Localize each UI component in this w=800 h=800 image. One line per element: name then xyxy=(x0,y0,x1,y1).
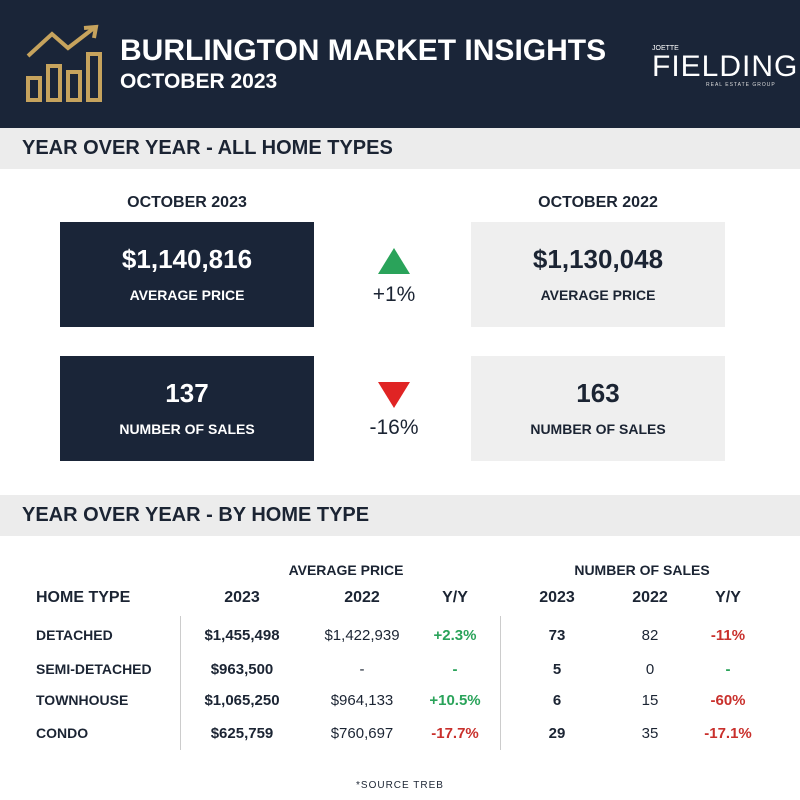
stat-label: AVERAGE PRICE xyxy=(540,287,656,303)
logo-text: REAL ESTATE GROUP xyxy=(706,82,776,88)
logo-text: FIELDING xyxy=(652,50,799,83)
table-cell: -11% xyxy=(710,627,746,644)
table-cell: $964,133 xyxy=(330,692,394,709)
table-cell: $1,422,939 xyxy=(324,627,400,644)
row-label: CONDO xyxy=(36,725,89,741)
row-label: SEMI-DETACHED xyxy=(36,661,152,677)
period-label: OCTOBER 2023 xyxy=(127,194,247,211)
column-header: 2023 xyxy=(539,589,575,606)
divider xyxy=(180,616,181,750)
table-cell: -17.1% xyxy=(704,725,752,742)
column-header: Y/Y xyxy=(442,589,468,606)
column-header: Y/Y xyxy=(715,589,741,606)
table-cell: $625,759 xyxy=(210,725,274,742)
table-cell: 29 xyxy=(548,725,566,742)
table-cell: - xyxy=(359,661,365,678)
stat-value: 137 xyxy=(165,378,209,408)
group-header: NUMBER OF SALES xyxy=(574,562,710,578)
table-cell: +10.5% xyxy=(429,692,481,709)
table-cell: $760,697 xyxy=(330,725,394,742)
down-arrow xyxy=(378,382,410,408)
table-cell: 35 xyxy=(641,725,659,742)
stat-label: AVERAGE PRICE xyxy=(129,287,245,303)
logo-icon xyxy=(26,24,102,102)
section-bar: YEAR OVER YEAR - ALL HOME TYPES xyxy=(0,128,800,169)
table-cell: 73 xyxy=(548,627,566,644)
stat-card: $1,130,048 AVERAGE PRICE xyxy=(471,222,725,327)
column-header: 2023 xyxy=(224,589,260,606)
divider xyxy=(500,616,501,750)
stat-label: NUMBER OF SALES xyxy=(530,421,666,437)
row-label: DETACHED xyxy=(36,627,113,643)
stat-card: 137 NUMBER OF SALES xyxy=(60,356,314,461)
table-cell: $963,500 xyxy=(210,661,274,678)
table-cell: -60% xyxy=(710,692,746,709)
group-header: AVERAGE PRICE xyxy=(288,562,404,578)
section-title: YEAR OVER YEAR - BY HOME TYPE xyxy=(22,504,370,526)
stat-value: $1,130,048 xyxy=(532,244,664,274)
column-header: HOME TYPE xyxy=(36,589,131,606)
stat-label: NUMBER OF SALES xyxy=(119,421,255,437)
section-bar: YEAR OVER YEAR - BY HOME TYPE xyxy=(0,495,800,536)
up-arrow xyxy=(378,248,410,274)
table-cell: 82 xyxy=(641,627,659,644)
section-title: YEAR OVER YEAR - ALL HOME TYPES xyxy=(22,137,393,159)
table-cell: - xyxy=(725,661,731,678)
column-header: 2022 xyxy=(632,589,668,606)
footer: *SOURCE TREB xyxy=(356,780,444,791)
change: -16% xyxy=(369,416,419,439)
table-cell: $1,455,498 xyxy=(204,627,280,644)
logo-text: JOETTE xyxy=(652,45,679,52)
column-header: 2022 xyxy=(344,589,380,606)
header: BURLINGTON MARKET INSIGHTS OCTOBER 2023 … xyxy=(0,0,800,128)
table-cell: 6 xyxy=(552,692,562,709)
row-label: TOWNHOUSE xyxy=(36,692,129,708)
title: BURLINGTON MARKET INSIGHTS xyxy=(120,34,607,67)
table-cell: $1,065,250 xyxy=(204,692,280,709)
change: +1% xyxy=(372,283,416,306)
table-cell: - xyxy=(452,661,458,678)
table-cell: +2.3% xyxy=(433,627,477,644)
subtitle: OCTOBER 2023 xyxy=(120,70,278,93)
stat-value: $1,140,816 xyxy=(121,244,253,274)
table-cell: -17.7% xyxy=(431,725,479,742)
period-label: OCTOBER 2022 xyxy=(538,194,658,211)
table-cell: 5 xyxy=(552,661,562,678)
stat-value: 163 xyxy=(576,378,620,408)
table-cell: 15 xyxy=(641,692,659,709)
stat-card: $1,140,816 AVERAGE PRICE xyxy=(60,222,314,327)
stat-card: 163 NUMBER OF SALES xyxy=(471,356,725,461)
table-cell: 0 xyxy=(645,661,655,678)
